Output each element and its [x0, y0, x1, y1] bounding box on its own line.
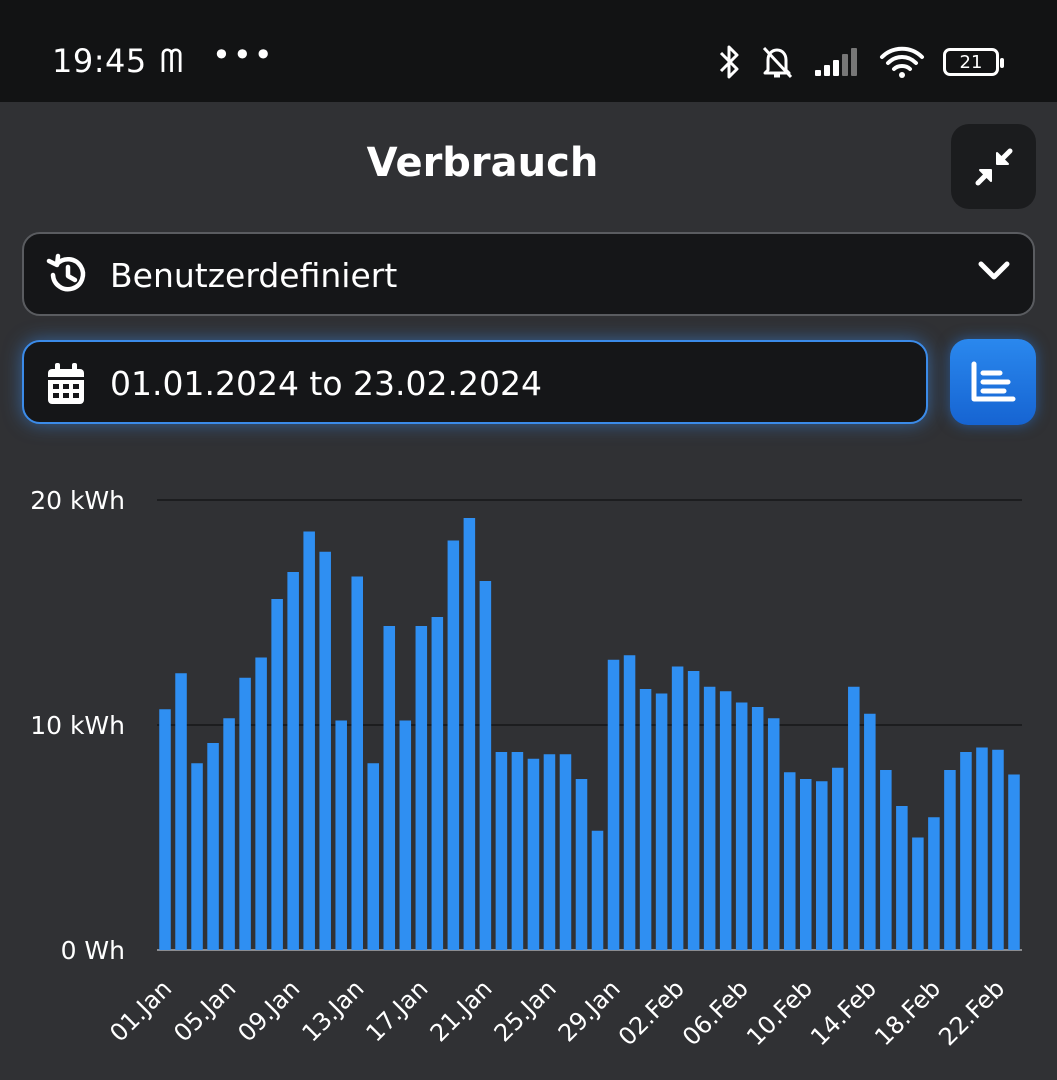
period-select-value: Benutzerdefiniert: [110, 256, 398, 295]
bar: [639, 689, 652, 950]
signal-icon: [815, 48, 857, 76]
bar: [271, 599, 283, 950]
x-tick-label: 01.Jan: [104, 974, 177, 1047]
collapse-icon: [975, 148, 1012, 185]
bar: [591, 830, 604, 950]
bar: [527, 758, 540, 950]
status-icons: 21: [717, 44, 1004, 80]
bar: [303, 531, 315, 950]
x-tick-label: 10.Feb: [741, 974, 818, 1051]
bar: [399, 720, 412, 950]
x-tick-label: 05.Jan: [168, 974, 241, 1047]
x-tick-label: 17.Jan: [361, 974, 434, 1047]
x-tick-label: 09.Jan: [232, 974, 305, 1047]
bar: [735, 702, 748, 950]
bar: [479, 581, 492, 950]
bar: [255, 657, 267, 950]
bar: [383, 626, 396, 950]
period-select[interactable]: Benutzerdefiniert: [22, 232, 1035, 316]
page-title: Verbrauch: [366, 140, 599, 186]
bar: [976, 747, 988, 950]
x-tick-label: 14.Feb: [805, 974, 882, 1051]
y-tick-label: 10 kWh: [30, 711, 125, 740]
bar: [335, 720, 347, 950]
date-range-input[interactable]: 01.01.2024 to 23.02.2024: [22, 340, 928, 424]
bar: [239, 677, 251, 950]
bar: [719, 691, 732, 950]
x-tick-label: 02.Feb: [613, 974, 690, 1051]
history-icon: [46, 253, 86, 292]
x-tick-label: 25.Jan: [489, 974, 562, 1047]
status-time: 19:45: [52, 42, 147, 80]
collapse-button[interactable]: [951, 124, 1036, 209]
x-tick-label: 22.Feb: [933, 974, 1010, 1051]
bar: [559, 754, 572, 950]
bar: [671, 666, 684, 950]
bar: [703, 686, 716, 950]
bar: [447, 540, 460, 950]
bar: [816, 781, 828, 950]
bar: [287, 572, 299, 950]
chevron-down-icon: [978, 261, 1010, 280]
bar: [783, 772, 796, 950]
bar: [575, 779, 588, 950]
bar: [415, 626, 428, 950]
calendar-icon: [48, 363, 84, 404]
battery-level: 21: [959, 51, 983, 73]
bar: [655, 693, 668, 950]
bar: [175, 673, 187, 950]
date-range-value: 01.01.2024 to 23.02.2024: [110, 364, 542, 403]
bar: [896, 806, 908, 950]
bar: [687, 671, 700, 950]
x-tick-label: 29.Jan: [553, 974, 626, 1047]
bar: [463, 518, 476, 950]
bar: [607, 659, 620, 950]
bar: [207, 743, 219, 950]
consumption-bar-chart: 0 Wh 10 kWh 20 kWh 01.Jan05.Jan09.Jan13.Jan…: [30, 486, 1022, 1051]
app-notification-icon: ᗰ: [160, 42, 184, 80]
bar: [351, 576, 363, 950]
x-tick-label: 13.Jan: [297, 974, 370, 1047]
battery-icon: 21: [943, 48, 1004, 76]
bar-chart-icon: [971, 361, 1016, 402]
bar: [319, 551, 331, 950]
bar: [928, 817, 940, 950]
bar: [623, 655, 636, 950]
bar: [223, 718, 235, 950]
bar: [495, 752, 508, 950]
wifi-icon: [880, 46, 924, 78]
bar: [799, 779, 812, 950]
bar: [912, 837, 924, 950]
bluetooth-icon: [719, 45, 739, 79]
bar: [960, 752, 972, 950]
more-notifications-icon: •••: [212, 36, 275, 74]
bell-off-icon: [762, 46, 793, 79]
x-tick-label: 06.Feb: [677, 974, 754, 1051]
bar: [191, 763, 203, 950]
x-tick-label: 21.Jan: [425, 974, 498, 1047]
bar: [864, 713, 876, 950]
bar: [511, 752, 524, 950]
bar: [832, 767, 844, 950]
y-tick-label: 0 Wh: [61, 936, 125, 965]
y-tick-label: 20 kWh: [30, 486, 125, 515]
chart-view-button[interactable]: [950, 339, 1036, 425]
bar: [159, 709, 171, 950]
x-tick-label: 18.Feb: [869, 974, 946, 1051]
status-bar: 19:45 ᗰ ••• 21: [0, 0, 1057, 102]
bar: [767, 718, 780, 950]
bar: [431, 617, 444, 950]
bar: [992, 749, 1004, 950]
bar: [543, 754, 556, 950]
bar: [848, 686, 860, 950]
bar: [367, 763, 380, 950]
bar: [944, 770, 956, 950]
bar: [880, 770, 892, 950]
bar: [751, 707, 764, 950]
bar: [1008, 774, 1020, 950]
